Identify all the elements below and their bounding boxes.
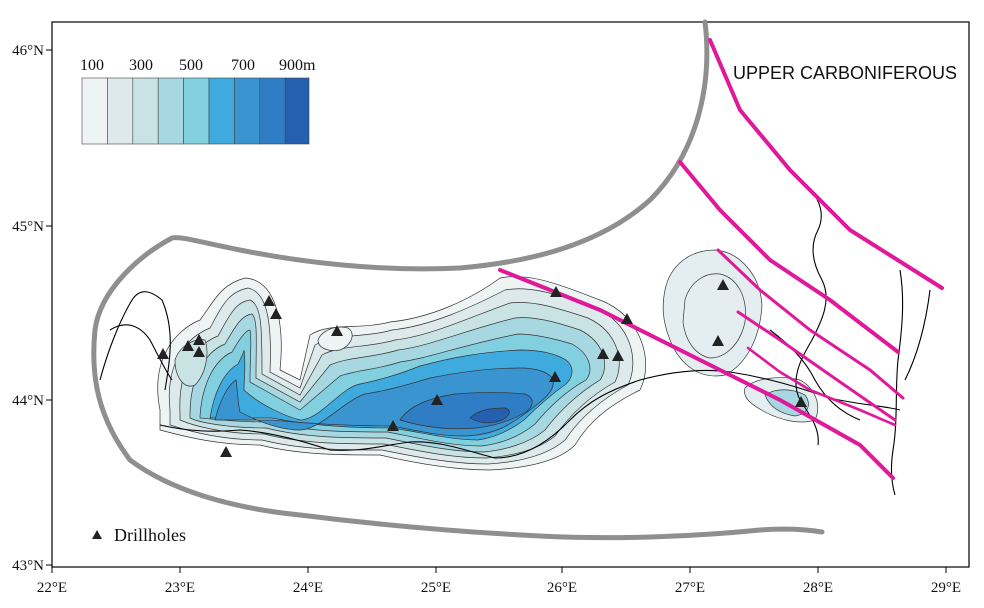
drillhole-marker <box>712 335 724 346</box>
legend-swatch <box>132 77 159 145</box>
drillhole-marker <box>550 286 562 297</box>
legend-label: 100 <box>80 57 104 74</box>
fault-5 <box>746 346 897 427</box>
legend-label: 500 <box>179 57 203 74</box>
drillhole-marker <box>220 446 232 457</box>
y-tick-label: 43°N <box>12 558 44 574</box>
legend-label: 300 <box>129 57 153 74</box>
drillhole-marker <box>193 346 205 357</box>
contour-900 <box>469 407 510 424</box>
drillhole-marker <box>795 396 807 407</box>
drillhole-marker <box>182 340 194 351</box>
faults <box>498 38 944 480</box>
drillhole-marker <box>270 308 282 319</box>
fault-north <box>708 38 944 290</box>
drillhole-marker <box>387 420 399 431</box>
contour-east-inner <box>682 273 746 359</box>
x-tick-label: 28°E <box>803 580 833 596</box>
drillhole-marker <box>621 313 633 324</box>
x-tick-label: 26°E <box>547 580 577 596</box>
border-east-2 <box>904 289 931 381</box>
platform-boundary <box>91 19 825 541</box>
drillhole-marker <box>263 295 275 306</box>
drillhole-marker <box>157 348 169 359</box>
drillholes-legend-label: Drillholes <box>114 525 186 545</box>
fault-main <box>498 268 895 480</box>
y-tick-label: 45°N <box>12 219 44 235</box>
legend-swatch <box>234 77 261 145</box>
drillhole-legend-icon <box>92 530 102 539</box>
x-tick-label: 25°E <box>421 580 451 596</box>
x-tick-label: 27°E <box>675 580 705 596</box>
drillhole-marker <box>612 350 624 361</box>
x-ticks <box>51 567 947 573</box>
fault-2 <box>678 160 900 354</box>
legend: 100 300 500 700 900m <box>80 57 316 145</box>
fault-4 <box>736 310 897 422</box>
thickness-contours <box>157 249 819 471</box>
contour-small-north <box>317 326 353 351</box>
legend-swatch <box>208 77 235 145</box>
danube-river <box>159 369 901 459</box>
drillhole-marker <box>331 325 343 336</box>
region-label: UPPER CARBONIFEROUS <box>733 63 957 83</box>
legend-label: 900m <box>279 57 316 74</box>
border-west <box>99 291 171 391</box>
drillhole-marker <box>549 371 561 382</box>
x-tick-label: 29°E <box>931 580 961 596</box>
map-frame <box>51 21 970 568</box>
y-tick-label: 46°N <box>12 43 44 59</box>
y-tick-label: 44°N <box>12 393 44 409</box>
drillhole-marker <box>717 279 729 290</box>
x-tick-label: 24°E <box>293 580 323 596</box>
drillholes <box>157 279 807 457</box>
legend-swatch <box>81 77 108 145</box>
x-tick-label: 22°E <box>37 580 67 596</box>
drillhole-marker <box>597 348 609 359</box>
legend-swatch <box>157 77 184 145</box>
x-tick-label: 23°E <box>165 580 195 596</box>
legend-swatch <box>183 77 210 145</box>
contour-east-patch <box>662 249 763 377</box>
fault-3 <box>716 248 905 400</box>
drillholes-legend: Drillholes <box>92 525 186 545</box>
y-ticks <box>46 49 52 566</box>
border-east <box>890 269 904 496</box>
legend-swatch <box>107 77 134 145</box>
border-west-2 <box>109 324 173 381</box>
drillhole-marker <box>193 334 205 345</box>
legend-swatch <box>259 77 286 145</box>
drillhole-marker <box>431 394 443 405</box>
legend-label: 700 <box>231 57 255 74</box>
legend-swatch <box>284 77 310 145</box>
